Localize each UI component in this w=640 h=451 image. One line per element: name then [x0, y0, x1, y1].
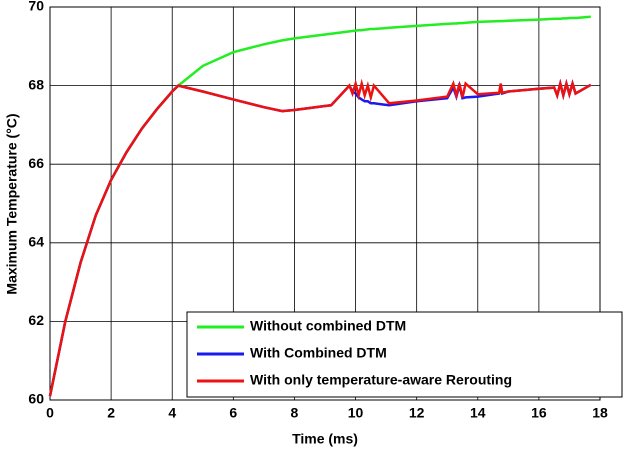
x-tick-label: 16 [531, 405, 547, 421]
x-tick-label: 0 [46, 405, 54, 421]
y-tick-label: 60 [28, 391, 44, 407]
y-tick-label: 70 [28, 0, 44, 14]
x-tick-label: 18 [592, 405, 608, 421]
y-tick-label: 64 [28, 234, 44, 250]
x-tick-label: 4 [168, 405, 176, 421]
legend-label: Without combined DTM [250, 318, 406, 334]
legend-label: With only temperature-aware Rerouting [250, 372, 512, 388]
y-tick-label: 66 [28, 155, 44, 171]
x-tick-label: 14 [470, 405, 486, 421]
legend: Without combined DTM With Combined DTM Wit… [186, 311, 623, 398]
x-tick-label: 2 [107, 405, 115, 421]
y-tick-label: 62 [28, 312, 44, 328]
x-tick-label: 10 [348, 405, 364, 421]
legend-box [186, 311, 623, 398]
legend-label: With Combined DTM [250, 345, 387, 361]
plot-frame [49, 6, 601, 401]
y-axis-label: Maximum Temperature (°C) [4, 113, 20, 294]
x-tick-label: 6 [229, 405, 237, 421]
x-tick-label: 12 [409, 405, 425, 421]
y-tick-label: 68 [28, 76, 44, 92]
x-tick-label: 8 [291, 405, 299, 421]
x-axis-label: Time (ms) [292, 431, 358, 447]
series-line [48, 78, 592, 397]
